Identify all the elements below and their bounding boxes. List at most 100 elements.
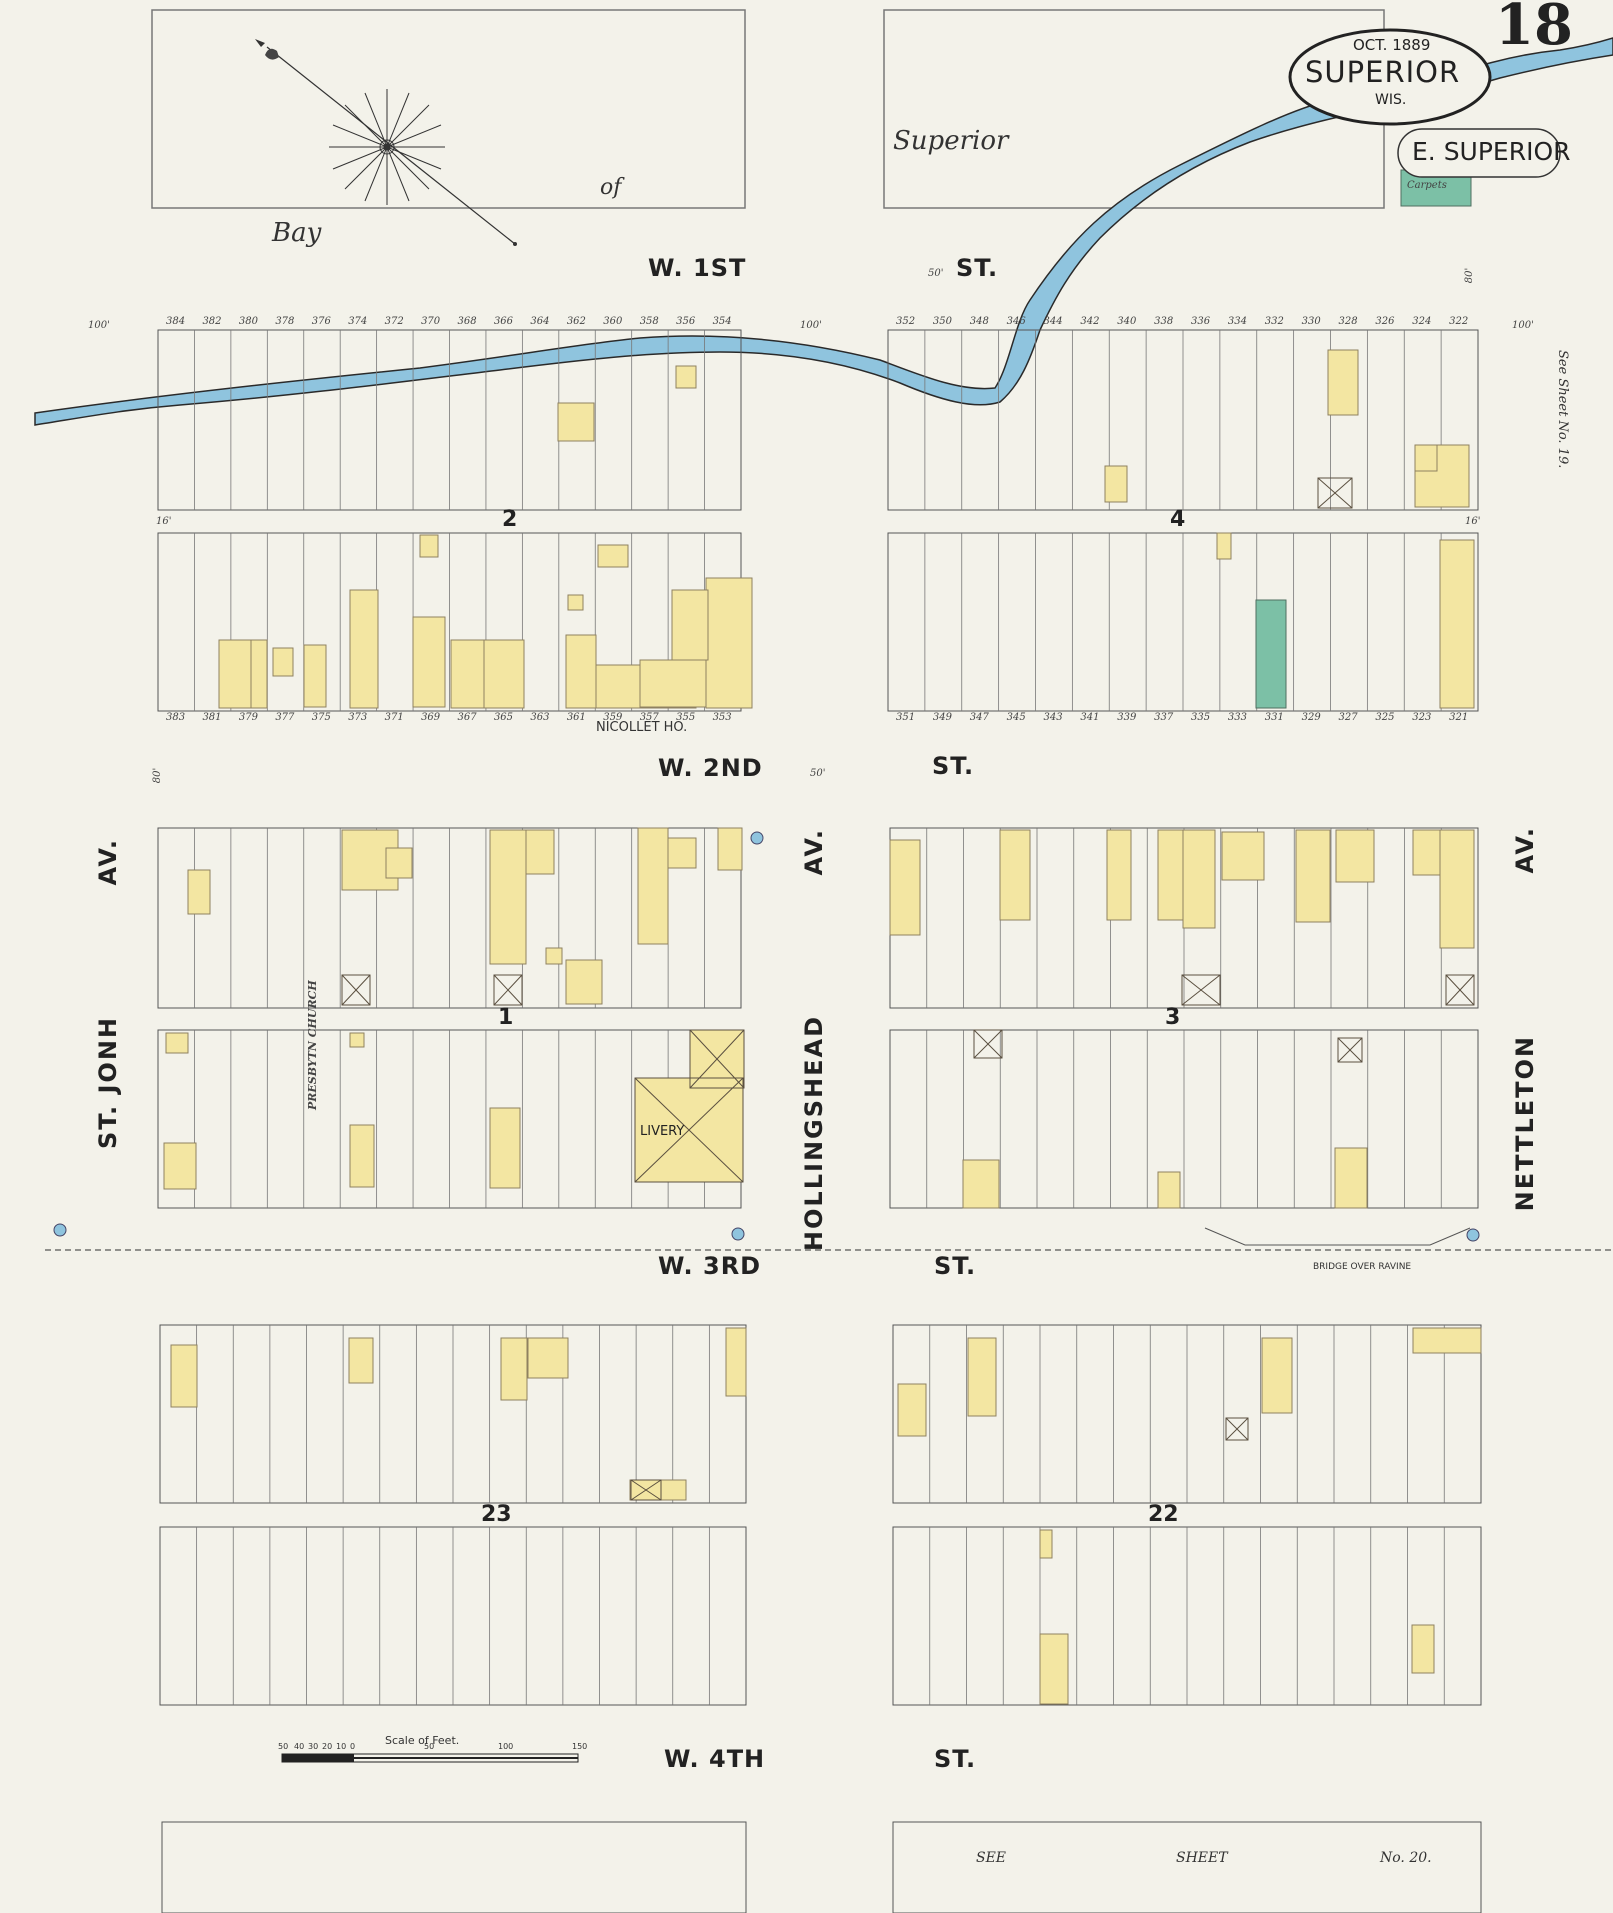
- lot-number: 334: [1227, 316, 1247, 327]
- lot-number: 351: [896, 712, 916, 723]
- lot-number: 384: [166, 316, 186, 327]
- scale-tick-label: 50: [424, 1742, 435, 1751]
- avenue-hollingshead: HOLLINGSHEAD: [800, 1015, 828, 1252]
- lot-number: 339: [1117, 712, 1137, 723]
- lot-number: 366: [493, 316, 514, 327]
- water-label-bay: Bay: [272, 218, 322, 248]
- scale-tick-label: 40: [294, 1742, 305, 1751]
- dimension-16-b: 16': [1465, 516, 1481, 527]
- lot-number: 335: [1191, 712, 1211, 723]
- street-w4th: W. 4TH: [664, 1745, 766, 1773]
- street-st-1: ST.: [956, 254, 999, 282]
- scale-tick-label: 20: [322, 1742, 333, 1751]
- lot-number: 360: [603, 316, 623, 327]
- city-name: SUPERIOR: [1305, 55, 1461, 89]
- block-number-23: 23: [481, 1502, 512, 1527]
- dimension-50-a: 50': [928, 268, 944, 279]
- state-name: WIS.: [1375, 92, 1407, 108]
- scale-tick-label: 100: [498, 1742, 514, 1751]
- lot-number: 336: [1191, 316, 1211, 327]
- lot-number: 358: [639, 316, 659, 327]
- street-st-3: ST.: [934, 1252, 977, 1280]
- lot-number: 329: [1301, 712, 1321, 723]
- lot-number: 359: [603, 712, 623, 723]
- lot-number: 356: [676, 316, 696, 327]
- lot-number: 380: [238, 316, 258, 327]
- lot-number: 381: [202, 712, 222, 723]
- avenue-av-right: AV.: [1511, 826, 1539, 874]
- block-number-2: 2: [502, 507, 518, 532]
- lot-number: 326: [1375, 316, 1395, 327]
- see-label: SEE: [976, 1850, 1007, 1866]
- hydrant-icons: [53, 831, 1480, 1242]
- lot-number: 378: [275, 316, 295, 327]
- lot-number: 338: [1154, 316, 1174, 327]
- lot-number: 346: [1006, 316, 1026, 327]
- sheet-number: 18: [1495, 0, 1573, 58]
- street-st-4: ST.: [934, 1745, 977, 1773]
- district-label: E. SUPERIOR: [1412, 137, 1571, 166]
- compass-rose-icon: [255, 39, 517, 246]
- scale-tick-label: 30: [308, 1742, 319, 1751]
- lot-number: 325: [1375, 712, 1395, 723]
- avenue-av-left: AV.: [94, 838, 122, 886]
- lot-number: 347: [969, 712, 989, 723]
- scale-tick-label: 50: [278, 1742, 289, 1751]
- sheet-20-label: No. 20.: [1380, 1850, 1432, 1866]
- scale-tick-label: 0: [350, 1742, 356, 1751]
- lot-number: 350: [932, 316, 952, 327]
- dimension-100-c: 100': [1512, 320, 1534, 331]
- brick-buildings: [1255, 169, 1472, 709]
- lot-number: 377: [275, 712, 295, 723]
- map-date: OCT. 1889: [1353, 36, 1431, 54]
- lot-number: 371: [384, 712, 404, 723]
- lot-number: 333: [1227, 712, 1247, 723]
- lot-number: 342: [1080, 316, 1100, 327]
- bridge: [1204, 1227, 1471, 1246]
- carpet-label: Carpets: [1407, 180, 1447, 191]
- avenue-av-middle: AV.: [800, 828, 828, 876]
- block-number-4: 4: [1170, 507, 1186, 532]
- lot-number: 361: [566, 712, 586, 723]
- lot-number: 324: [1412, 316, 1432, 327]
- lot-number: 362: [566, 316, 586, 327]
- lot-number: 341: [1080, 712, 1100, 723]
- avenue-st-jonh: ST. JONH: [94, 1016, 122, 1149]
- street-w3rd: W. 3RD: [658, 1252, 762, 1280]
- lot-number: 375: [311, 712, 331, 723]
- dimension-100-b: 100': [800, 320, 822, 331]
- avenue-nettleton: NETTLETON: [1511, 1035, 1539, 1212]
- lot-number: 373: [348, 712, 368, 723]
- dimension-80-b: 80': [152, 767, 164, 784]
- lot-number: 382: [202, 316, 222, 327]
- lot-number: 331: [1264, 712, 1284, 723]
- block-number-3: 3: [1165, 1005, 1181, 1030]
- nicollet-house-label: NICOLLET HO.: [596, 720, 688, 735]
- dimension-80-a: 80': [1464, 267, 1476, 284]
- dimension-16-a: 16': [156, 516, 172, 527]
- dimension-100-a: 100': [88, 320, 110, 331]
- block-number-22: 22: [1148, 1502, 1179, 1527]
- lot-number: 376: [311, 316, 331, 327]
- lot-number: 337: [1154, 712, 1174, 723]
- lot-number: 372: [384, 316, 404, 327]
- lot-number: 353: [712, 712, 732, 723]
- scale-tick-label: 10: [336, 1742, 347, 1751]
- lot-number: 379: [238, 712, 258, 723]
- lot-number: 328: [1338, 316, 1358, 327]
- lot-number: 322: [1449, 316, 1469, 327]
- see-sheet-19-label: See Sheet No. 19.: [1555, 350, 1570, 469]
- stable-marks: [341, 477, 1475, 1501]
- lot-number: 323: [1412, 712, 1432, 723]
- lot-number: 369: [421, 712, 441, 723]
- lot-number: 332: [1264, 316, 1284, 327]
- lot-number: 352: [896, 316, 916, 327]
- block-number-1: 1: [498, 1005, 514, 1030]
- lot-number: 321: [1449, 712, 1469, 723]
- water-label-superior: Superior: [893, 126, 1009, 156]
- title-oval: [1288, 28, 1492, 126]
- lot-number: 370: [421, 316, 441, 327]
- sheet-label: SHEET: [1176, 1850, 1228, 1866]
